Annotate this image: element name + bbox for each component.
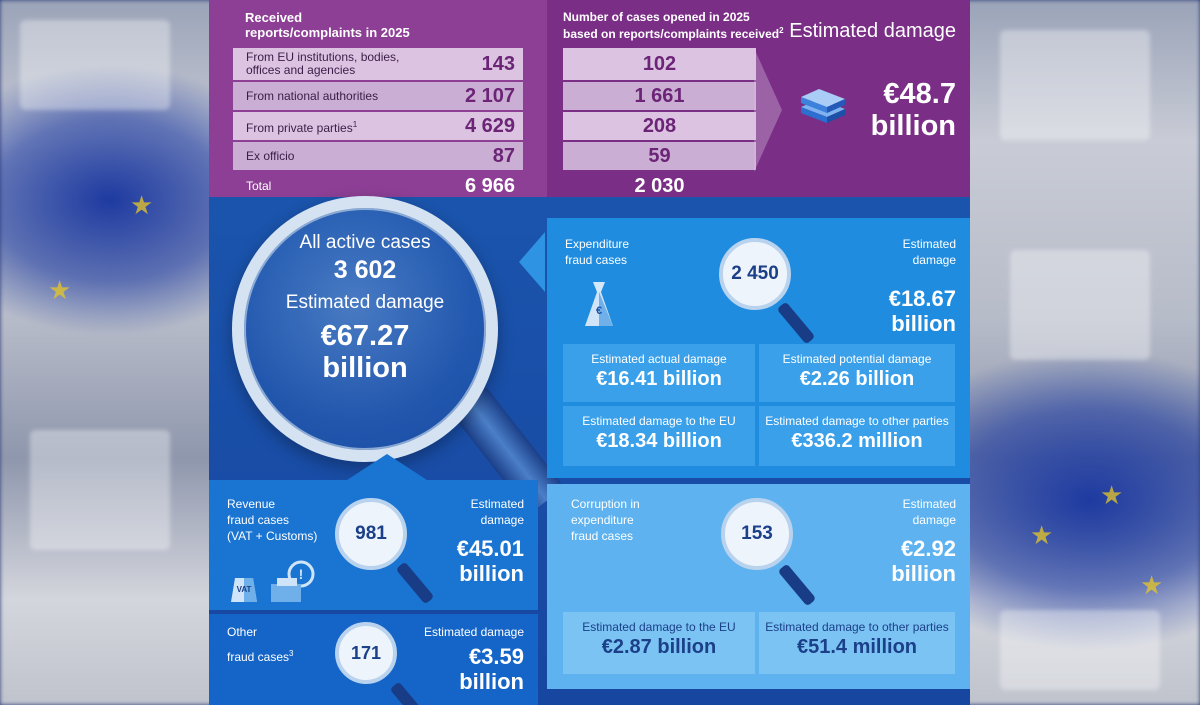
received-table: From EU institutions, bodies, offices an…: [233, 48, 523, 202]
expenditure-label: Expenditure fraud cases: [565, 237, 630, 267]
vat-icon: VAT: [231, 578, 257, 602]
arrow-icon: [754, 48, 782, 172]
box-value: €2.26 billion: [799, 368, 915, 390]
revenue-section: Revenue fraud cases (VAT + Customs) 981 …: [209, 480, 538, 610]
received-row-value: 4 629: [464, 114, 515, 137]
all-cases-damage-unit: billion: [322, 352, 408, 384]
corruption-section: Corruption in expenditure fraud cases 15…: [547, 484, 970, 689]
received-row-label: Ex officio: [246, 148, 295, 163]
reports-section: Received reports/complaints in 2025 From…: [209, 0, 970, 197]
arrow-icon: [347, 454, 427, 480]
opened-cases: Number of cases opened in 2025 based on …: [547, 0, 970, 197]
other-count: 171: [335, 622, 397, 684]
corruption-damage-label: Estimated damage: [902, 497, 956, 527]
svg-text:€: €: [596, 305, 602, 317]
all-cases-damage-value: €67.27: [320, 320, 410, 352]
corruption-damage-value: €2.92 billion: [891, 536, 956, 586]
box-value: €18.34 billion: [596, 430, 722, 452]
box-label: Estimated damage to the EU: [582, 620, 736, 634]
revenue-damage-label: Estimated damage: [470, 497, 524, 527]
other-fraud-section: Other fraud cases3 171 Estimated damage …: [209, 614, 538, 705]
opened-total: 2 030: [634, 174, 685, 197]
customs-icon: !: [271, 560, 315, 602]
received-row-label: From private parties1: [246, 119, 358, 135]
vat-icon-text: VAT: [237, 585, 252, 594]
expenditure-section: Expenditure fraud cases € 2 450 Estimate…: [547, 218, 970, 478]
received-row: From EU institutions, bodies, offices an…: [233, 48, 523, 80]
received-reports: Received reports/complaints in 2025 From…: [209, 0, 547, 197]
arrow-icon: [519, 232, 545, 292]
top-damage-value: €48.7 billion: [870, 78, 956, 142]
received-row-value: 87: [492, 144, 515, 167]
received-total-value: 6 966: [464, 174, 515, 197]
opened-value: 102: [563, 48, 756, 80]
received-row: From private parties1 4 629: [233, 112, 523, 140]
eu-star-icon: ★: [130, 190, 154, 220]
magnifier-handle-icon: [776, 301, 816, 345]
received-row: From national authorities 2 107: [233, 82, 523, 110]
money-stack-icon: [801, 89, 845, 123]
all-cases-label: All active cases: [299, 232, 431, 253]
corruption-label: Corruption in expenditure fraud cases: [571, 497, 640, 543]
other-damage-label: Estimated damage: [423, 625, 524, 639]
opened-value: 59: [563, 142, 756, 170]
box-label: Estimated damage to other parties: [765, 414, 949, 428]
received-row-value: 2 107: [464, 84, 515, 107]
revenue-label: Revenue fraud cases (VAT + Customs): [227, 497, 318, 543]
magnifier-handle-icon: [395, 561, 435, 605]
magnifier-handle-icon: [777, 563, 817, 607]
all-cases-damage-label: Estimated damage: [285, 292, 445, 313]
expenditure-count: 2 450: [719, 238, 791, 310]
revenue-count: 981: [335, 498, 407, 570]
actual-damage-box: Estimated actual damage €16.41 billion: [563, 344, 755, 402]
infographic-panel: Received reports/complaints in 2025 From…: [209, 0, 970, 705]
eu-star-icon: ★: [48, 275, 72, 305]
received-total-label: Total: [246, 178, 272, 193]
received-row-value: 143: [481, 52, 515, 75]
eu-star-icon: ★: [1100, 480, 1124, 510]
received-total-row: Total 6 966: [233, 172, 523, 200]
all-cases-count: 3 602: [333, 256, 397, 284]
received-row-label: From national authorities: [246, 88, 379, 103]
box-label: Estimated potential damage: [782, 352, 932, 366]
magnifier-handle-icon: [389, 681, 429, 705]
other-label: Other fraud cases3: [227, 625, 294, 664]
expenditure-damage-value: €18.67 billion: [888, 286, 956, 336]
box-value: €16.41 billion: [596, 368, 722, 390]
box-label: Estimated damage to the EU: [582, 414, 736, 428]
revenue-damage-value: €45.01 billion: [456, 536, 524, 586]
eu-star-icon: ★: [1030, 520, 1054, 550]
euro-bag-icon: €: [585, 282, 613, 326]
eu-damage-box: Estimated damage to the EU €2.87 billion: [563, 612, 755, 674]
other-damage-value: €3.59 billion: [459, 644, 524, 694]
box-label: Estimated actual damage: [591, 352, 727, 366]
svg-text:!: !: [299, 566, 304, 582]
opened-table: 102 1 661 208 59 2 030: [563, 48, 756, 202]
opened-header: Number of cases opened in 2025 based on …: [563, 10, 784, 41]
box-value: €2.87 billion: [601, 636, 717, 658]
box-value: €51.4 million: [796, 636, 918, 658]
opened-value: 1 661: [563, 82, 756, 110]
received-row: Ex officio 87: [233, 142, 523, 170]
corruption-count: 153: [721, 498, 793, 570]
eu-star-icon: ★: [1140, 570, 1164, 600]
opened-value: 208: [563, 112, 756, 140]
eu-damage-box: Estimated damage to the EU €18.34 billio…: [563, 406, 755, 466]
box-label: Estimated damage to other parties: [765, 620, 949, 634]
box-value: €336.2 million: [791, 430, 923, 452]
received-row-label: From EU institutions, bodies, offices an…: [246, 50, 400, 77]
potential-damage-box: Estimated potential damage €2.26 billion: [759, 344, 955, 402]
received-header: Received reports/complaints in 2025: [245, 10, 410, 40]
other-parties-damage-box: Estimated damage to other parties €51.4 …: [759, 612, 955, 674]
expenditure-damage-label: Estimated damage: [902, 237, 956, 267]
top-damage-label: Estimated damage: [789, 20, 956, 42]
magnifier-lens-icon: [232, 196, 498, 462]
other-parties-damage-box: Estimated damage to other parties €336.2…: [759, 406, 955, 466]
